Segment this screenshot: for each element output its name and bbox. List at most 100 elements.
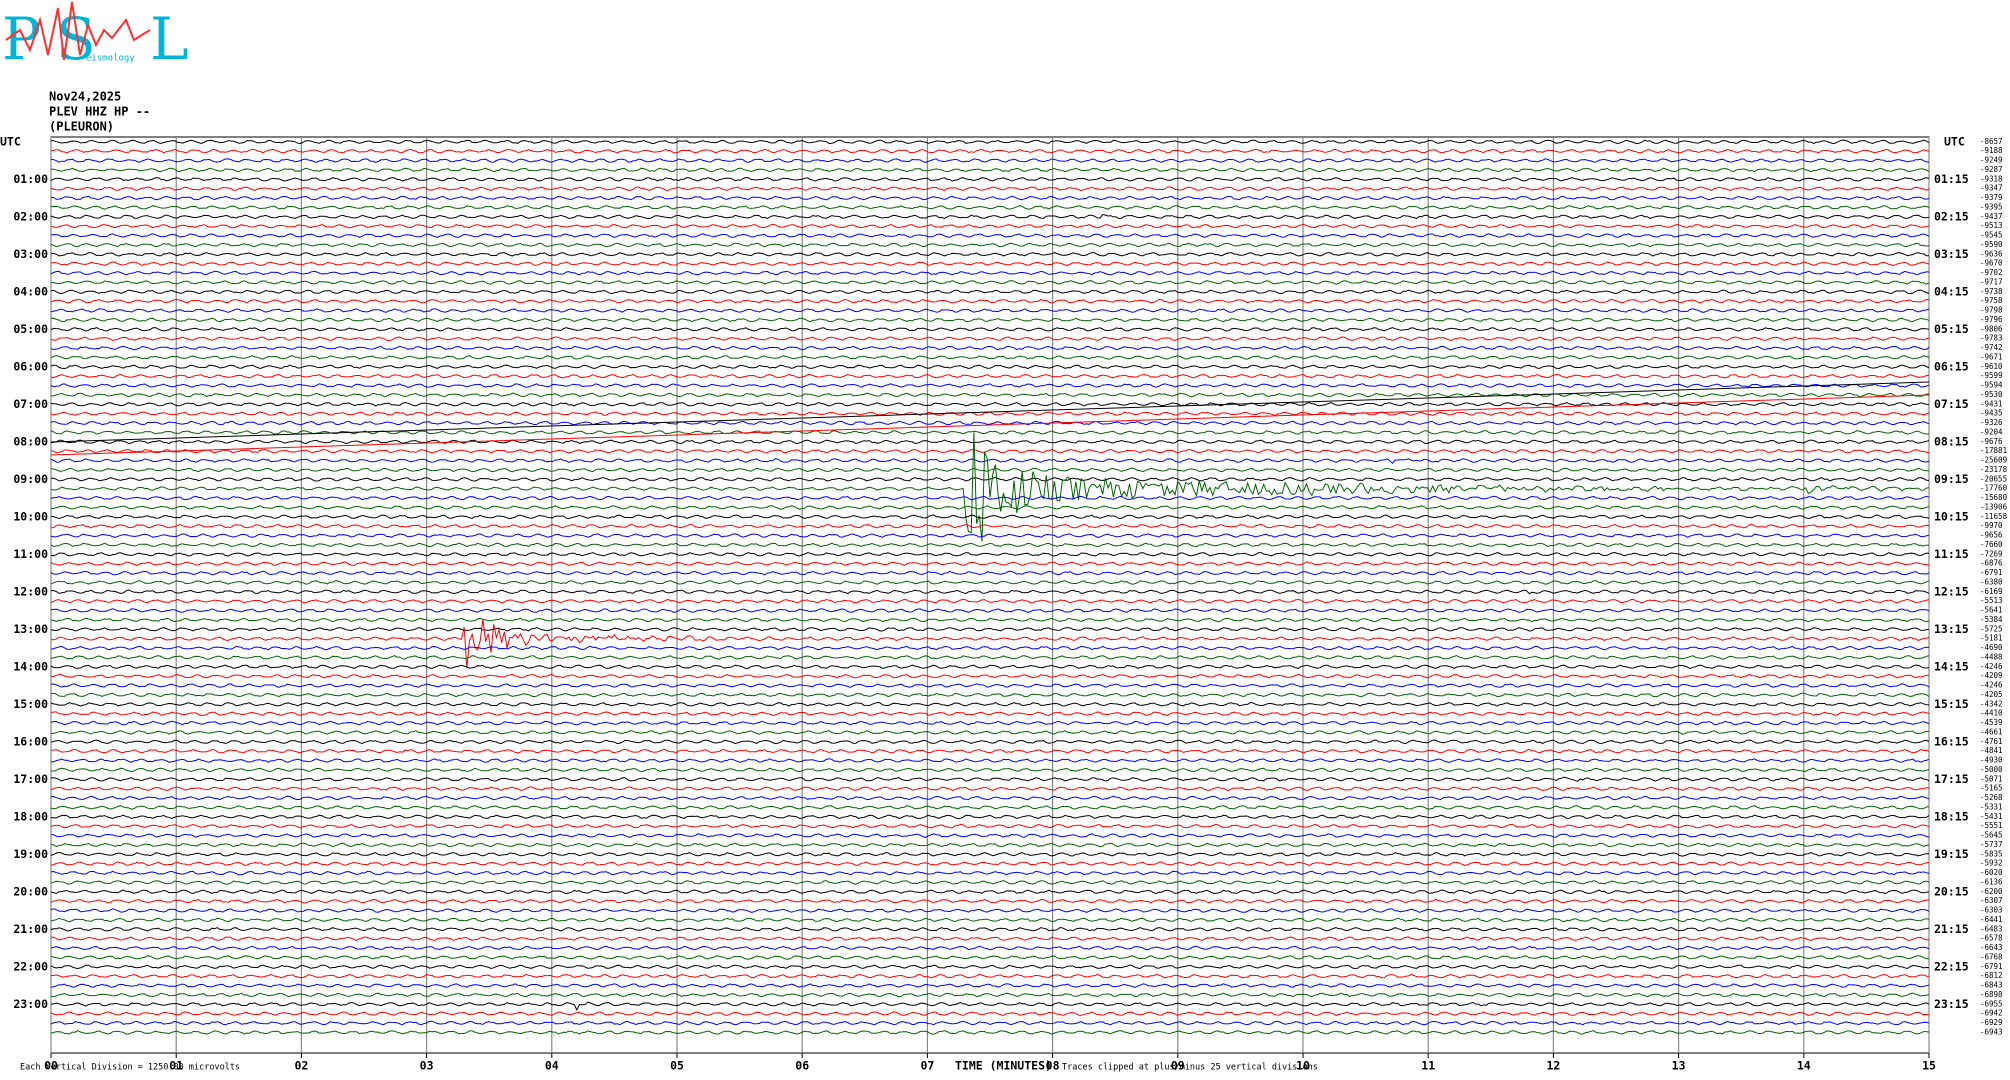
trace [50, 880, 1930, 885]
right-time-label: 03:15 [1934, 247, 1969, 261]
trace-offset: -9431 [1980, 399, 2003, 408]
logo-caption: eismology [86, 54, 135, 64]
trace [50, 1001, 1930, 1012]
trace-offset: -5071 [1980, 774, 2003, 783]
trace [50, 758, 1930, 763]
trace-offset: -5641 [1980, 606, 2003, 615]
right-time-label: 15:15 [1934, 697, 1969, 711]
right-time-label: 09:15 [1934, 472, 1969, 486]
x-tick-label: 15 [1922, 1059, 1936, 1073]
trace [50, 730, 1930, 735]
left-time-label: 18:00 [13, 809, 48, 823]
left-time-label: 11:00 [13, 547, 48, 561]
trace-offset: -9188 [1980, 146, 2003, 155]
trace-offset: -9656 [1980, 531, 2003, 540]
trace-offset: -9435 [1980, 409, 2003, 418]
right-time-label: 06:15 [1934, 359, 1969, 373]
left-time-label: 16:00 [13, 734, 48, 748]
right-time-label: 18:15 [1934, 809, 1969, 823]
x-tick-label: 03 [420, 1059, 434, 1073]
trace-offset: -9676 [1980, 437, 2003, 446]
trace [50, 345, 1930, 351]
trace-offset: -6812 [1980, 971, 2003, 980]
trace-offset: -5000 [1980, 765, 2003, 774]
trace-offset: -25609 [1980, 456, 2007, 465]
left-time-label: 13:00 [13, 622, 48, 636]
trace [50, 673, 1930, 679]
trace-offset: -6768 [1980, 952, 2003, 961]
x-tick-label: 10 [1296, 1059, 1310, 1073]
trace [50, 514, 1930, 520]
trace [50, 795, 1930, 801]
trace [50, 213, 1930, 220]
trace-offset: -9671 [1980, 352, 2003, 361]
trace [50, 776, 1930, 782]
trace-offset: -4246 [1980, 681, 2003, 690]
left-time-label: 08:00 [13, 434, 48, 448]
trace-offset: -9395 [1980, 202, 2003, 211]
left-time-label: 01:00 [13, 172, 48, 186]
trace-offset: -6643 [1980, 943, 2003, 952]
trace-offset: -5513 [1980, 596, 2003, 605]
trace [50, 748, 1930, 754]
left-time-label: 06:00 [13, 359, 48, 373]
trace-offset: -9970 [1980, 521, 2003, 530]
trace [50, 533, 1930, 538]
trace-offset: -5932 [1980, 859, 2003, 868]
trace-offset: -5431 [1980, 812, 2003, 821]
trace-offset: -5331 [1980, 802, 2003, 811]
left-time-label: 10:00 [13, 509, 48, 523]
trace [50, 251, 1929, 257]
trace-offset: -9513 [1980, 221, 2003, 230]
trace-offset: -6380 [1980, 577, 2003, 586]
left-time-label: 19:00 [13, 847, 48, 861]
trace-offset: -9590 [1980, 240, 2003, 249]
trace [50, 683, 1930, 688]
trace [50, 617, 1930, 623]
trace [50, 205, 1930, 210]
trace-offset: -6020 [1980, 868, 2003, 877]
right-time-label: 07:15 [1934, 397, 1969, 411]
trace [50, 833, 1930, 838]
trace-offset: -5725 [1980, 624, 2003, 633]
trace [50, 1020, 1930, 1026]
header-line: Nov24,2025 [49, 90, 121, 104]
trace [50, 317, 1930, 323]
trace [50, 420, 1930, 426]
trace-offset: -9670 [1980, 259, 2003, 268]
trace-offset: -4205 [1980, 690, 2003, 699]
trace-offset: -4690 [1980, 643, 2003, 652]
right-time-label: 23:15 [1934, 997, 1969, 1011]
trace [50, 955, 1930, 960]
trace-offset: -5181 [1980, 634, 2003, 643]
trace [50, 139, 1930, 145]
trace [50, 627, 1930, 632]
right-time-label: 05:15 [1934, 322, 1969, 336]
trace-offset: -4209 [1980, 671, 2003, 680]
trace [50, 701, 1930, 707]
left-time-label: 09:00 [13, 472, 48, 486]
trace [50, 851, 1930, 857]
trace [50, 870, 1930, 876]
trace-offset: -5384 [1980, 615, 2003, 624]
trace-offset: -9796 [1980, 315, 2003, 324]
logo-letter: L [150, 5, 189, 73]
trace [50, 476, 1930, 482]
trace-offset: -5737 [1980, 840, 2003, 849]
trace [50, 973, 1930, 979]
trace [50, 964, 1930, 970]
trace [50, 945, 1930, 951]
left-time-label: 05:00 [13, 322, 48, 336]
trace-offset: -5268 [1980, 793, 2003, 802]
trace-offset: -9437 [1980, 212, 2003, 221]
trace-offset: -5835 [1980, 849, 2003, 858]
trace-offset: -5165 [1980, 784, 2003, 793]
trace [50, 233, 1930, 238]
trace [50, 861, 1929, 867]
trace [50, 570, 1930, 576]
trace [50, 1011, 1930, 1016]
trace [50, 505, 1930, 510]
trace [50, 805, 1930, 810]
right-time-label: 11:15 [1934, 547, 1969, 561]
